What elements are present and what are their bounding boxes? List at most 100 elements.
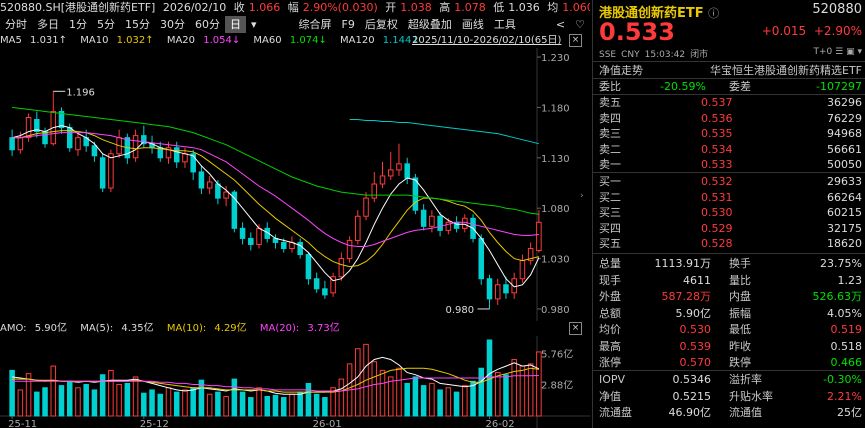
range-value: 2.90%(0.030) bbox=[302, 1, 378, 14]
candle-body bbox=[248, 237, 254, 245]
candle bbox=[248, 232, 254, 251]
volume-bar bbox=[66, 380, 73, 417]
volume-bar bbox=[404, 382, 410, 417]
candle bbox=[305, 252, 312, 285]
stat-row: 均价 0.530 最低 0.519 bbox=[593, 322, 865, 337]
period-tab-11[interactable]: 后复权 bbox=[364, 18, 398, 31]
window-icon[interactable]: ▣ bbox=[846, 47, 855, 57]
volume-bar bbox=[182, 389, 188, 417]
stat-label: 升贴水率 bbox=[729, 389, 773, 403]
bids-price[interactable]: 0.532 bbox=[701, 175, 733, 188]
asks-price[interactable]: 0.535 bbox=[701, 127, 733, 140]
stat-value: 1113.91万 bbox=[654, 257, 712, 270]
vol-y-tick-label: 5.76亿 bbox=[541, 347, 573, 360]
period-tab-10[interactable]: F9 bbox=[341, 18, 355, 31]
value-trend-link[interactable]: 净值走势 bbox=[599, 64, 643, 77]
volume-bar bbox=[511, 359, 517, 417]
period-tab-5[interactable]: 30分 bbox=[160, 18, 185, 31]
bids-price[interactable]: 0.531 bbox=[701, 190, 733, 204]
bids-price[interactable]: 0.528 bbox=[701, 237, 733, 250]
fund-name-row: 净值走势 华宝恒生港股通创新药精选ETF bbox=[593, 63, 865, 78]
candle-body bbox=[338, 258, 345, 278]
candle bbox=[429, 210, 435, 233]
period-tab-13[interactable]: 画线 bbox=[461, 18, 484, 31]
period-tab-12[interactable]: 超级叠加 bbox=[407, 18, 452, 31]
period-tab-1[interactable]: 多日 bbox=[37, 18, 59, 31]
stat-label: 涨停 bbox=[599, 356, 621, 369]
volume-bar bbox=[165, 387, 172, 417]
period-tab-2[interactable]: 1分 bbox=[69, 18, 87, 31]
volume-bar bbox=[445, 387, 452, 417]
candle bbox=[108, 149, 114, 193]
volume-bar bbox=[280, 397, 287, 417]
stat-label: 量比 bbox=[729, 273, 751, 287]
candle-body bbox=[462, 217, 468, 229]
period-tab-3[interactable]: 5分 bbox=[97, 18, 115, 31]
candle bbox=[437, 212, 443, 237]
bids-row: 买四 0.529 32175 bbox=[593, 221, 865, 236]
stat-value: 0.539 bbox=[679, 339, 712, 353]
y-tick-label: 0.980 bbox=[541, 305, 570, 316]
period-tab-0[interactable]: 分时 bbox=[5, 18, 27, 31]
asks-price[interactable]: 0.536 bbox=[701, 111, 733, 125]
asks-level-label: 卖五 bbox=[599, 96, 621, 109]
candle bbox=[445, 218, 452, 235]
vol-ma5-legend: MA(5): 4.35亿 bbox=[80, 323, 154, 334]
bids-level-label: 买一 bbox=[599, 175, 621, 188]
period-tab-9[interactable]: 综合屏 bbox=[298, 18, 332, 31]
asks-price[interactable]: 0.533 bbox=[701, 158, 733, 171]
candle-body bbox=[132, 135, 139, 159]
period-tab-6[interactable]: 60分 bbox=[195, 18, 220, 31]
period-tab-7[interactable]: 日 bbox=[225, 16, 246, 33]
quote-panel: 港股通创新药ETF ⓘ 520880 0.533 +0.015 +2.90% S… bbox=[592, 0, 865, 428]
volume-bar bbox=[99, 374, 106, 417]
candlestick-chart[interactable]: 1.230 1.180 1.130 1.080 1.030 0.980 1.196 0.980… bbox=[0, 48, 590, 321]
scroll-right-icon[interactable]: › bbox=[580, 191, 584, 201]
candle-body bbox=[297, 241, 303, 256]
vol-y-tick-label: 2.88亿 bbox=[541, 379, 573, 392]
volume-bar bbox=[330, 387, 336, 417]
stat-label: 最低 bbox=[729, 323, 751, 336]
volume-bar bbox=[248, 397, 254, 417]
close-volume-icon[interactable]: × bbox=[569, 322, 582, 335]
candle-body bbox=[99, 157, 106, 189]
period-tab-16[interactable]: < bbox=[555, 18, 566, 31]
candle-body bbox=[519, 260, 526, 280]
stat-label: 流通值 bbox=[729, 406, 762, 419]
stat-label: 换手 bbox=[729, 257, 751, 270]
avg-value: 1.060 bbox=[562, 1, 590, 14]
stat-value: 1.23 bbox=[837, 273, 863, 287]
candle-body bbox=[429, 215, 435, 227]
period-tab-15[interactable]: ♡ bbox=[575, 18, 585, 31]
bids-price[interactable]: 0.530 bbox=[701, 206, 733, 219]
menu-icon[interactable]: ☰ bbox=[835, 47, 844, 57]
candle bbox=[346, 236, 353, 263]
asks-price[interactable]: 0.537 bbox=[701, 96, 733, 109]
ma20-line bbox=[12, 132, 539, 247]
period-tab-14[interactable]: 工具 bbox=[493, 18, 516, 31]
asks-price[interactable]: 0.534 bbox=[701, 142, 733, 156]
volume-bar bbox=[83, 384, 89, 417]
vol-ma20-line bbox=[12, 375, 539, 392]
candle bbox=[330, 272, 336, 297]
y-tick-label: 1.180 bbox=[541, 103, 570, 114]
bids-price[interactable]: 0.529 bbox=[701, 221, 733, 235]
volume-chart[interactable]: 5.76亿 2.88亿 25-11 25-12 26-01 26-02 bbox=[0, 336, 590, 428]
info-icon[interactable]: ⓘ bbox=[708, 7, 720, 20]
volume-bar bbox=[173, 391, 180, 417]
asks-row: 卖五 0.537 36296 bbox=[593, 95, 865, 110]
period-tab-8[interactable]: ▾ bbox=[251, 18, 257, 31]
close-ma-icon[interactable]: × bbox=[569, 34, 582, 47]
stat-value: 526.63万 bbox=[812, 290, 863, 303]
dropdown-icon[interactable]: ▾ bbox=[857, 47, 862, 57]
ma120-legend: MA120 1.144↓ bbox=[340, 35, 420, 46]
volume-bar bbox=[527, 363, 534, 417]
bids-volume: 29633 bbox=[827, 175, 862, 188]
period-tab-4[interactable]: 15分 bbox=[125, 18, 150, 31]
candle-body bbox=[264, 227, 271, 239]
candle-body bbox=[75, 137, 81, 151]
date-range-label[interactable]: 2025/11/10-2026/02/10(65日) bbox=[412, 35, 562, 46]
volume-bar bbox=[190, 387, 196, 417]
ma120-line bbox=[349, 119, 540, 145]
volume-bar bbox=[75, 387, 81, 417]
